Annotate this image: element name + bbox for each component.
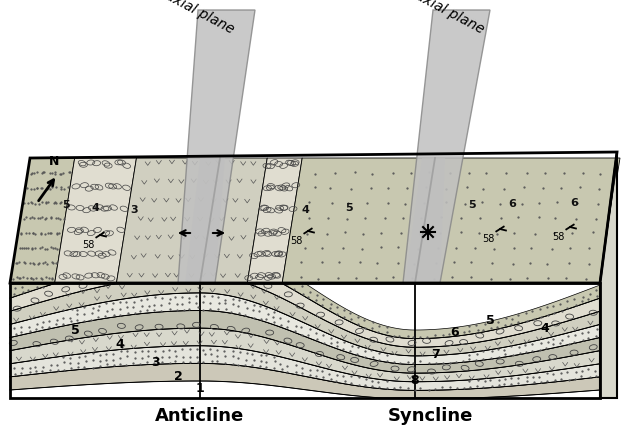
Polygon shape <box>10 158 75 283</box>
Polygon shape <box>10 328 600 382</box>
Polygon shape <box>10 346 600 391</box>
Text: 58: 58 <box>290 236 302 246</box>
Polygon shape <box>10 293 600 365</box>
Text: 6: 6 <box>570 198 578 208</box>
Polygon shape <box>116 158 268 283</box>
Polygon shape <box>178 10 255 283</box>
Polygon shape <box>185 158 225 283</box>
Polygon shape <box>10 363 600 398</box>
Text: 3: 3 <box>130 205 138 215</box>
Text: 5: 5 <box>345 203 353 213</box>
Text: 58: 58 <box>552 233 564 242</box>
Text: axial plane: axial plane <box>163 0 237 37</box>
Text: 58: 58 <box>82 240 94 250</box>
Polygon shape <box>10 310 600 373</box>
Text: 6: 6 <box>451 326 460 339</box>
Text: 7: 7 <box>431 349 440 362</box>
Text: 1: 1 <box>196 382 204 395</box>
Text: Anticline: Anticline <box>156 407 244 425</box>
Text: axial plane: axial plane <box>413 0 487 37</box>
Text: 2: 2 <box>173 371 182 384</box>
Text: 5: 5 <box>62 200 70 210</box>
Text: 3: 3 <box>150 356 159 369</box>
Polygon shape <box>10 152 617 283</box>
Text: 5: 5 <box>468 200 476 210</box>
Polygon shape <box>247 158 302 283</box>
Text: 6: 6 <box>508 199 516 209</box>
Polygon shape <box>10 283 600 398</box>
Text: 4: 4 <box>541 321 549 335</box>
Text: N: N <box>49 155 59 168</box>
Text: 4: 4 <box>92 203 100 213</box>
Polygon shape <box>10 283 600 339</box>
Text: 4: 4 <box>116 339 124 352</box>
Polygon shape <box>403 10 490 283</box>
Text: 58: 58 <box>482 234 494 244</box>
Polygon shape <box>282 158 620 283</box>
Text: 5: 5 <box>70 323 79 336</box>
Polygon shape <box>600 152 617 398</box>
Text: Syncline: Syncline <box>387 407 473 425</box>
Polygon shape <box>10 283 600 347</box>
Polygon shape <box>54 158 136 283</box>
Text: 5: 5 <box>486 314 494 327</box>
Text: 4: 4 <box>302 205 310 215</box>
Text: 8: 8 <box>411 375 419 388</box>
Polygon shape <box>405 158 445 283</box>
Polygon shape <box>10 283 600 356</box>
